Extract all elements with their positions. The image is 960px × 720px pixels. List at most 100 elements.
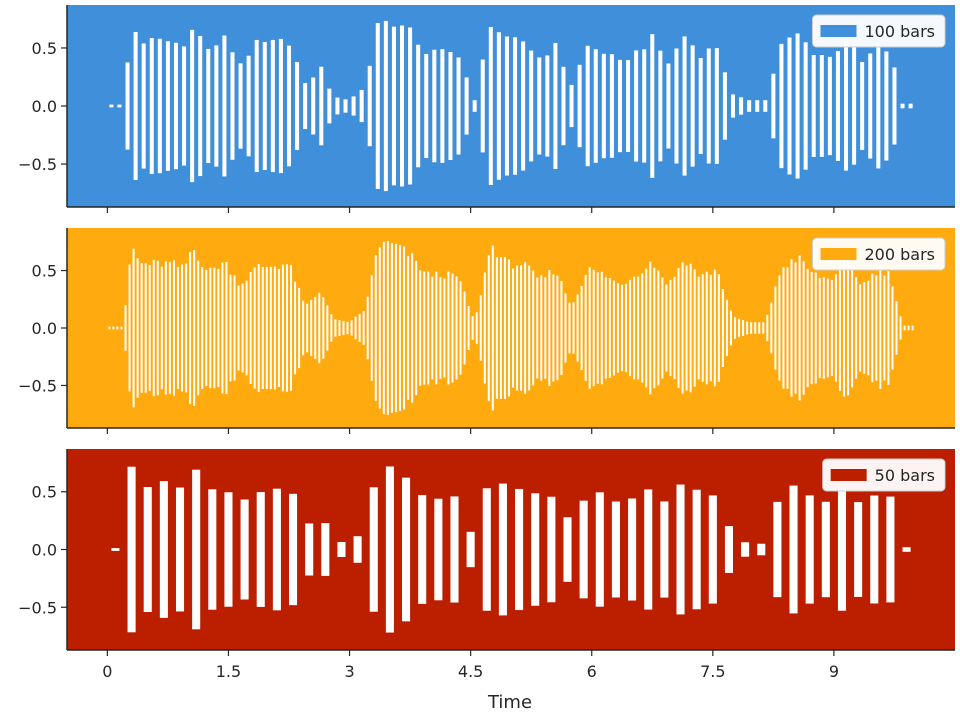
bar (875, 275, 878, 381)
bar (159, 481, 168, 618)
bar (237, 285, 240, 371)
bar (109, 104, 114, 108)
bar (681, 262, 684, 394)
y-tick-label: 0.0 (32, 319, 57, 338)
bar (246, 55, 251, 157)
bar (496, 32, 501, 180)
bar (450, 496, 459, 603)
bar (230, 52, 235, 160)
bar (224, 492, 233, 607)
bar (495, 257, 498, 399)
bar (795, 33, 800, 179)
bar (482, 488, 491, 611)
bar (837, 488, 847, 611)
bar (886, 496, 895, 603)
bar (911, 325, 914, 331)
bar (149, 38, 154, 174)
bar (629, 279, 632, 377)
bar (305, 523, 314, 576)
bar (124, 305, 127, 351)
bar (303, 82, 308, 130)
bar (447, 271, 450, 385)
bar (528, 265, 531, 391)
bar (205, 269, 208, 387)
bar (182, 46, 187, 166)
bar (415, 260, 418, 396)
bar (254, 39, 259, 173)
bar (766, 314, 769, 342)
bar (198, 35, 203, 177)
bar (262, 41, 267, 171)
bar (579, 500, 588, 599)
bar (378, 247, 381, 409)
bar (290, 265, 293, 391)
bar (661, 277, 664, 379)
bar (620, 284, 624, 372)
bar (685, 265, 688, 391)
bar (479, 295, 482, 361)
bar (512, 268, 515, 388)
bar (580, 286, 583, 370)
bar (127, 466, 136, 633)
bar (859, 284, 862, 372)
bar (778, 275, 781, 381)
bar (847, 260, 850, 396)
y-tick-label: 0.0 (32, 541, 57, 560)
bar (400, 25, 405, 187)
bar (789, 485, 798, 614)
bar (424, 53, 429, 159)
bar (729, 310, 732, 346)
bar (693, 269, 696, 387)
bar (714, 48, 719, 164)
bar (391, 26, 396, 186)
bar (483, 272, 486, 384)
bar (369, 487, 378, 612)
legend: 50 bars (822, 458, 946, 492)
bar (545, 55, 550, 157)
bar (657, 270, 660, 386)
bar (650, 34, 655, 178)
bar (314, 297, 317, 359)
bar (306, 303, 309, 353)
y-tick-label: −0.5 (18, 155, 57, 174)
bar (286, 45, 292, 167)
bar (319, 66, 324, 146)
bar (741, 542, 750, 557)
bar (860, 62, 865, 150)
bar (779, 43, 784, 169)
bar (330, 314, 333, 342)
bar (294, 281, 297, 375)
bar (322, 297, 325, 359)
bar (326, 305, 329, 351)
bar (431, 276, 434, 380)
bar (133, 32, 138, 180)
bar (774, 286, 777, 370)
bar (464, 77, 469, 135)
bar (854, 502, 863, 597)
legend: 200 bars (812, 237, 946, 271)
bar (532, 270, 535, 386)
bar (175, 487, 185, 612)
bar (160, 266, 163, 390)
bar (140, 263, 143, 393)
y-tick-label: 0.5 (32, 39, 57, 58)
bar (394, 243, 397, 413)
bar (871, 273, 874, 383)
y-tick-label: 0.0 (32, 97, 57, 116)
bar (884, 51, 889, 161)
bar (666, 63, 671, 149)
legend-label: 200 bars (865, 245, 936, 264)
bar (515, 488, 524, 611)
bar (435, 271, 438, 385)
bar (818, 277, 821, 379)
bar (418, 495, 427, 604)
bar (201, 266, 204, 390)
bar (253, 267, 256, 389)
bar (625, 283, 628, 373)
bar (600, 271, 603, 385)
bar (548, 269, 551, 387)
bar (689, 263, 692, 393)
bar (498, 483, 507, 616)
bar (569, 84, 574, 128)
